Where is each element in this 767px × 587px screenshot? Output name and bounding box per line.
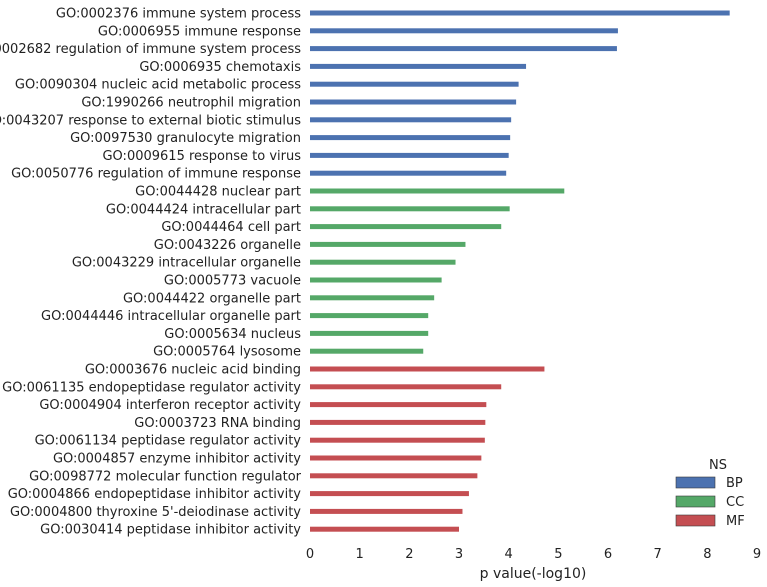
legend: NS BP CC MF (675, 458, 745, 529)
bar (310, 491, 469, 497)
category-labels: GO:0002376 immune system process GO:00069… (0, 7, 302, 538)
category-label: GO:0009615 response to virus (102, 149, 301, 164)
category-label: GO:0005634 nucleus (164, 327, 301, 342)
legend-swatch (675, 476, 716, 489)
x-tick-label: 2 (405, 547, 413, 562)
bar (310, 455, 482, 461)
bar (310, 241, 466, 247)
bar (310, 81, 519, 87)
bar (310, 402, 487, 408)
legend-swatch (675, 514, 716, 527)
category-label: GO:0005773 vacuole (164, 274, 301, 289)
x-tick-label: 5 (554, 547, 562, 562)
category-label: GO:0098772 molecular function regulator (29, 469, 302, 484)
bar (310, 63, 527, 69)
category-label: GO:0004857 enzyme inhibitor activity (53, 452, 301, 467)
category-label: GO:0030414 peptidase inhibitor activity (40, 523, 301, 538)
legend-swatch (675, 495, 716, 508)
category-label: GO:0043207 response to external biotic s… (0, 113, 301, 128)
bars-layer (310, 10, 730, 532)
bar (310, 366, 545, 372)
x-axis-ticks: 0 1 2 3 4 5 6 7 8 9 (306, 547, 761, 562)
bar (310, 526, 459, 532)
category-label: GO:0003723 RNA binding (134, 416, 301, 431)
bar (310, 99, 517, 105)
x-tick-label: 7 (654, 547, 662, 562)
bar (310, 508, 463, 514)
bar (310, 10, 730, 16)
category-label: GO:0044446 intracellular organelle part (41, 309, 301, 324)
category-label: GO:0043226 organelle (154, 238, 301, 253)
bar (310, 188, 565, 194)
category-label: GO:0044422 organelle part (123, 291, 301, 306)
category-label: GO:0044428 nuclear part (135, 185, 301, 200)
bar (310, 224, 502, 230)
bar (310, 206, 510, 212)
category-label: GO:0090304 nucleic acid metabolic proces… (15, 78, 301, 93)
bar (310, 46, 617, 52)
x-tick-label: 8 (703, 547, 711, 562)
legend-label: BP (726, 476, 743, 491)
category-label: GO:0044424 intracellular part (106, 202, 301, 217)
bar (310, 259, 456, 265)
bar (310, 277, 442, 283)
legend-label: CC (726, 495, 744, 510)
bar (310, 384, 502, 390)
x-tick-label: 9 (753, 547, 761, 562)
bar (310, 313, 429, 319)
x-tick-label: 3 (455, 547, 463, 562)
category-label: GO:0004904 interferon receptor activity (39, 398, 301, 413)
bar (310, 348, 424, 354)
bar (310, 152, 509, 158)
legend-title: NS (709, 458, 727, 473)
bar (310, 170, 507, 176)
legend-label: MF (726, 514, 745, 529)
x-axis-title: p value(-log10) (480, 566, 587, 582)
category-label: GO:0061134 peptidase regulator activity (35, 434, 302, 449)
category-label: GO:0043229 intracellular organelle (72, 256, 301, 271)
x-tick-label: 1 (356, 547, 364, 562)
category-label: GO:1990266 neutrophil migration (81, 96, 301, 111)
bar (310, 135, 511, 141)
category-label: GO:0004800 thyroxine 5'-deiodinase activ… (10, 505, 301, 520)
x-tick-label: 6 (604, 547, 612, 562)
category-label: GO:0050776 regulation of immune response (11, 167, 301, 182)
bar (310, 117, 512, 123)
bar (310, 28, 618, 34)
category-label: GO:0002376 immune system process (56, 7, 301, 22)
category-label: GO:0002682 regulation of immune system p… (0, 42, 301, 57)
bar (310, 473, 478, 479)
category-label: GO:0004866 endopeptidase inhibitor activ… (8, 487, 302, 502)
x-tick-label: 0 (306, 547, 314, 562)
bar (310, 295, 435, 301)
bar (310, 419, 486, 425)
category-label: GO:0097530 granulocyte migration (70, 131, 301, 146)
category-label: GO:0006955 immune response (98, 24, 301, 39)
bar (310, 330, 429, 336)
bar (310, 437, 485, 443)
category-label: GO:0061135 endopeptidase regulator activ… (2, 380, 301, 395)
category-label: GO:0003676 nucleic acid binding (85, 363, 301, 378)
category-label: GO:0005764 lysosome (153, 345, 301, 360)
category-label: GO:0006935 chemotaxis (139, 60, 301, 75)
x-tick-label: 4 (505, 547, 513, 562)
category-label: GO:0044464 cell part (161, 220, 301, 235)
